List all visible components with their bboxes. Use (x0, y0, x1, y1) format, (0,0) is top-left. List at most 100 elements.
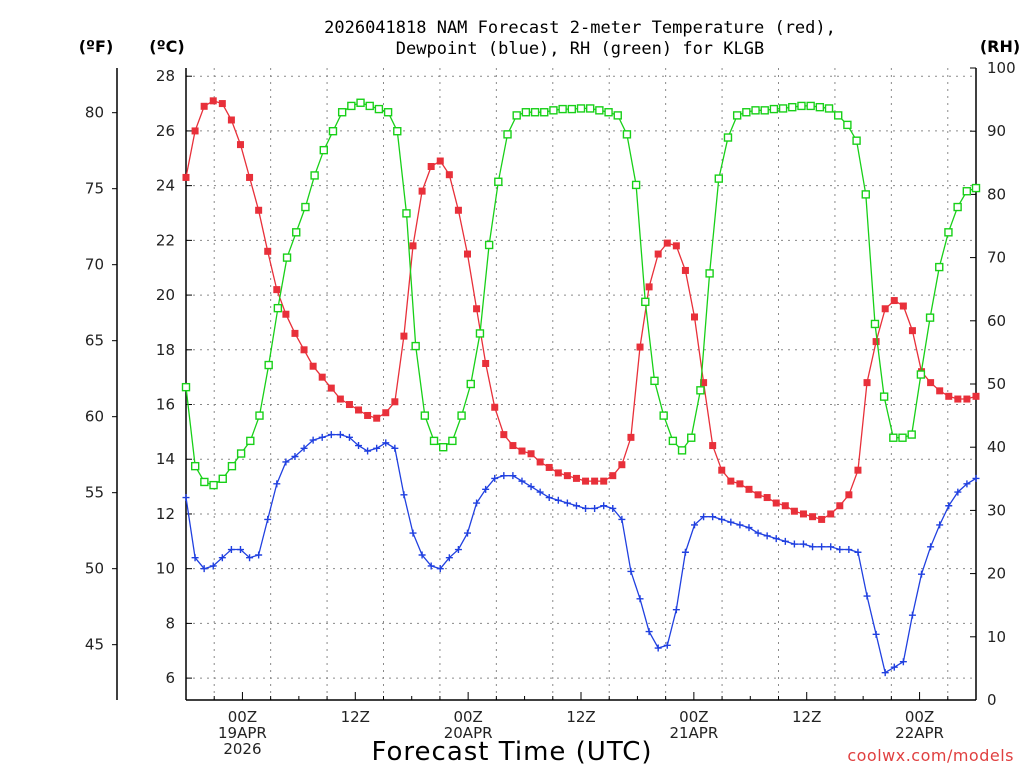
temperature-point (355, 406, 363, 414)
dewpoint-point (600, 502, 608, 510)
rh-tick-label: 10 (987, 628, 1006, 646)
temperature-point (554, 469, 562, 477)
temperature-point (890, 297, 898, 305)
temperature-point (691, 313, 699, 321)
rh-point (696, 386, 705, 395)
dewpoint-point (890, 663, 898, 671)
temperature-point (827, 510, 835, 518)
rh-point (962, 187, 972, 196)
chart-title-line-1: 2026041818 NAM Forecast 2-meter Temperat… (324, 18, 836, 38)
temperature-point (663, 239, 671, 247)
temperature-point (246, 173, 254, 181)
rh-point (411, 341, 420, 351)
rh-point (815, 102, 825, 112)
rh-point (209, 480, 218, 490)
dewpoint-point (972, 474, 980, 482)
rh-point (870, 319, 880, 329)
dewpoint-point (563, 499, 571, 507)
temperature-point (781, 502, 789, 510)
temperature-point (536, 458, 544, 466)
dewpoint-point (427, 562, 435, 570)
rh-point (236, 449, 246, 458)
temperature-point (809, 513, 817, 521)
time-tick-label: 20APR (444, 724, 493, 742)
rh-point (503, 130, 512, 139)
temperature-point (491, 403, 499, 411)
rh-point (797, 101, 806, 111)
temperature-point (745, 485, 753, 493)
rh-tick-label: 0 (987, 691, 997, 709)
dewpoint-point (318, 433, 326, 441)
rh-point (631, 180, 641, 190)
temperature-point (418, 187, 426, 195)
fahrenheit-tick-label: 80 (85, 104, 104, 122)
rh-point (475, 329, 485, 338)
rh-axis: 0 10 20 30 40 50 60 70 80 90 100 (970, 59, 1016, 709)
rh-point (769, 104, 779, 114)
rh-point (347, 101, 356, 111)
dewpoint-point (609, 504, 617, 512)
dewpoint-point (536, 488, 544, 496)
dewpoint-point (727, 518, 735, 526)
rh-point (778, 104, 788, 113)
temperature-point (391, 398, 399, 406)
temperature-point (872, 338, 880, 346)
rh-point (585, 104, 595, 113)
rh-point (457, 411, 466, 420)
temperature-point (436, 157, 444, 165)
rh-point (925, 313, 935, 322)
dewpoint-point (454, 546, 462, 554)
rh-point (540, 108, 549, 117)
rh-point (723, 133, 733, 142)
dewpoint-point (463, 529, 471, 537)
dewpoint-point (945, 502, 953, 510)
rh-point (429, 436, 439, 446)
chart-title: 2026041818 NAM Forecast 2-meter Temperat… (324, 18, 836, 59)
dewpoint-point (300, 444, 308, 452)
temperature-point (945, 392, 953, 400)
temperature-point (899, 302, 907, 310)
dewpoint-point (763, 532, 771, 540)
temperature-point (336, 395, 344, 403)
celsius-axis: 6 8 10 12 14 16 18 20 22 24 26 28 (156, 67, 192, 687)
rh-point (742, 108, 751, 117)
grid-lines (186, 68, 976, 700)
dewpoint-point (473, 499, 481, 507)
temperature-point (572, 474, 580, 482)
rh-point (227, 461, 237, 471)
rh-tick-label: 30 (987, 501, 1006, 519)
rh-point (953, 202, 962, 212)
dewpoint-point (845, 546, 853, 554)
rh-point (374, 104, 384, 114)
temperature-point (527, 450, 535, 458)
credit-text: coolwx.com/models (847, 746, 1014, 765)
temperature-point (854, 466, 862, 474)
temperature-point (700, 379, 708, 387)
temperature-point (654, 250, 662, 258)
rh-point (907, 430, 916, 439)
rh-tick-label: 50 (987, 375, 1006, 393)
dewpoint-point (182, 494, 190, 502)
temperature-point (400, 332, 408, 340)
temperature-point (327, 384, 335, 392)
temperature-point (218, 100, 226, 108)
temperature-point (972, 392, 980, 400)
dewpoint-point (336, 431, 344, 439)
rh-point (751, 106, 760, 115)
temperature-point (591, 477, 599, 485)
temperature-point (954, 395, 962, 403)
rh-point (337, 108, 347, 117)
rh-point (530, 108, 540, 117)
rh-point (714, 174, 723, 183)
rh-point (604, 108, 613, 117)
rh-point (521, 108, 531, 117)
dewpoint-point (963, 480, 971, 488)
rh-point (916, 370, 926, 379)
rh-point (200, 477, 209, 487)
dewpoint-point (491, 474, 499, 482)
temperature-point (936, 387, 944, 395)
dewpoint-point (364, 447, 372, 455)
rh-point (576, 104, 586, 113)
dewpoint-point (518, 477, 526, 485)
